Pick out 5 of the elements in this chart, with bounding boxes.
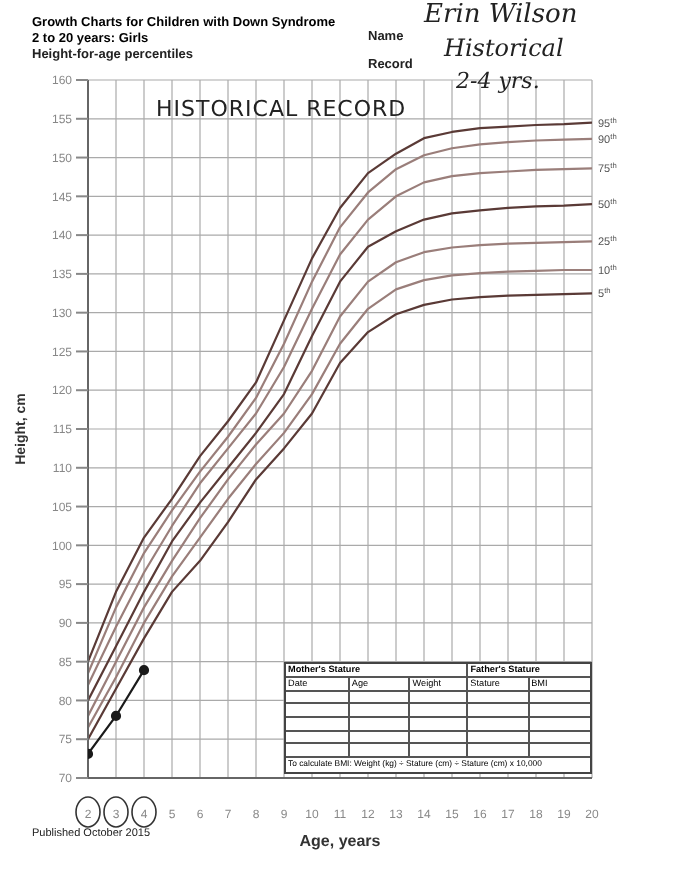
text: Erin Wilson	[424, 0, 578, 30]
annotation: 2-4 yrs.	[456, 68, 540, 94]
text: Historical	[444, 34, 564, 62]
annotation: HISTORICAL RECORD	[156, 96, 407, 122]
x-axis-title: Age, years	[299, 832, 382, 850]
